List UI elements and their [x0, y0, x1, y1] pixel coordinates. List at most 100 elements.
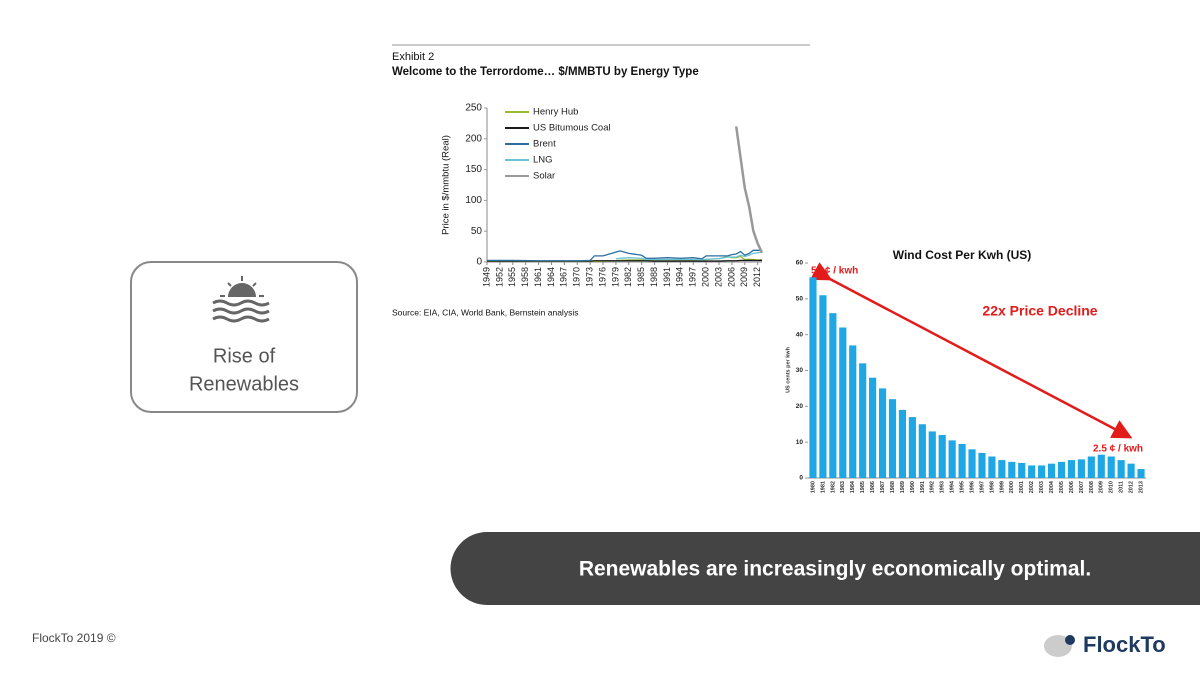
x-tick-label: 2006 [726, 267, 736, 287]
bar [1018, 462, 1026, 478]
x-tick-label: 2009 [739, 267, 749, 287]
x-tick-label: 2000 [701, 267, 711, 287]
y-axis-label: Price in $/mmbtu (Real) [441, 135, 452, 235]
x-tick-label: 2012 [752, 267, 762, 287]
y-tick-label: 30 [796, 367, 804, 374]
bar [1038, 465, 1046, 478]
y-tick-label: 50 [796, 296, 804, 303]
bar [1008, 461, 1016, 478]
bar [1117, 460, 1125, 478]
x-tick-label: 2003 [1039, 481, 1045, 493]
bar [1097, 454, 1105, 478]
bar [988, 456, 996, 478]
x-tick-label: 2011 [1119, 481, 1125, 493]
x-tick-label: 1981 [820, 481, 826, 493]
series-line [487, 249, 762, 262]
x-tick-label: 1967 [559, 267, 569, 287]
x-tick-label: 1992 [930, 481, 936, 493]
x-tick-label: 1995 [960, 481, 966, 493]
y-tick-label: 40 [796, 331, 804, 338]
legend-label: Brent [533, 139, 556, 150]
logo-text: FlockTo [1083, 632, 1166, 657]
source-note: Source: EIA, CIA, World Bank, Bernstein … [392, 307, 578, 317]
x-tick-label: 1983 [840, 481, 846, 493]
bar [839, 327, 847, 478]
exhibit-label: Exhibit 2 [392, 51, 434, 63]
bar [1087, 456, 1095, 478]
x-tick-label: 1993 [940, 481, 946, 493]
x-tick-label: 2005 [1059, 481, 1065, 493]
bar [849, 345, 857, 478]
bar [938, 435, 946, 478]
bar [1137, 469, 1145, 478]
y-tick-label: 0 [476, 257, 482, 268]
bar [809, 277, 817, 478]
legend-label: Henry Hub [533, 107, 578, 118]
bar [1077, 459, 1085, 478]
card-label: Renewables [189, 373, 299, 395]
x-tick-label: 1996 [969, 481, 975, 493]
x-tick-label: 1997 [688, 267, 698, 287]
x-tick-label: 1997 [979, 481, 985, 493]
y-tick-label: 250 [465, 103, 482, 114]
series-line [615, 251, 763, 261]
x-tick-label: 2013 [1138, 481, 1144, 493]
y-tick-label: 0 [799, 475, 803, 482]
logo-icon [1044, 635, 1075, 657]
annotation: 55 ¢ / kwh [811, 266, 858, 277]
x-tick-label: 1979 [610, 267, 620, 287]
y-tick-label: 20 [796, 403, 804, 410]
bar [948, 440, 956, 478]
bar [908, 417, 916, 478]
x-tick-label: 1961 [533, 267, 543, 287]
bar [1057, 461, 1066, 478]
bar [1028, 465, 1036, 478]
x-tick-label: 2003 [713, 267, 723, 287]
x-tick-label: 2000 [1009, 481, 1015, 493]
sun-icon [212, 276, 270, 323]
bar [968, 449, 976, 478]
x-tick-label: 1973 [585, 267, 595, 287]
bar [829, 313, 837, 478]
x-tick-label: 1998 [989, 481, 995, 493]
bar [878, 388, 887, 478]
bar [898, 409, 907, 478]
chart-title: Wind Cost Per Kwh (US) [893, 248, 1032, 262]
bar [1107, 456, 1115, 478]
bar [1067, 460, 1076, 478]
y-tick-label: 60 [796, 260, 804, 267]
y-tick-label: 10 [796, 439, 804, 446]
x-tick-label: 1987 [880, 481, 886, 493]
x-tick-label: 2008 [1089, 481, 1095, 493]
x-tick-label: 1982 [623, 267, 633, 287]
bar [978, 452, 986, 478]
x-tick-label: 1989 [900, 481, 906, 493]
x-tick-label: 1988 [649, 267, 659, 287]
x-tick-label: 1985 [860, 481, 866, 493]
x-tick-label: 2012 [1129, 481, 1135, 493]
x-tick-label: 2010 [1109, 481, 1115, 493]
legend-label: LNG [533, 155, 553, 166]
bar [888, 399, 897, 478]
x-tick-label: 1970 [572, 267, 582, 287]
legend-label: Solar [533, 171, 555, 182]
x-tick-label: 2001 [1019, 481, 1025, 493]
x-tick-label: 1952 [494, 267, 504, 287]
x-tick-label: 1984 [850, 480, 856, 493]
y-tick-label: 100 [465, 195, 482, 206]
annotation: 2.5 ¢ / kwh [1093, 444, 1143, 455]
x-tick-label: 1991 [662, 267, 672, 287]
bar [869, 377, 877, 478]
footer: FlockTo 2019 © [32, 631, 116, 645]
x-tick-label: 1994 [675, 267, 685, 287]
bar [1127, 463, 1135, 478]
x-tick-label: 1991 [920, 481, 926, 493]
x-tick-label: 1994 [950, 480, 956, 493]
x-tick-label: 2002 [1029, 481, 1035, 493]
y-tick-label: 50 [471, 226, 483, 237]
card-label: Rise of [213, 345, 276, 367]
legend-label: US Bitumous Coal [533, 123, 611, 134]
y-axis-label: US cents per kwh [785, 346, 791, 392]
x-tick-label: 1999 [999, 481, 1005, 493]
